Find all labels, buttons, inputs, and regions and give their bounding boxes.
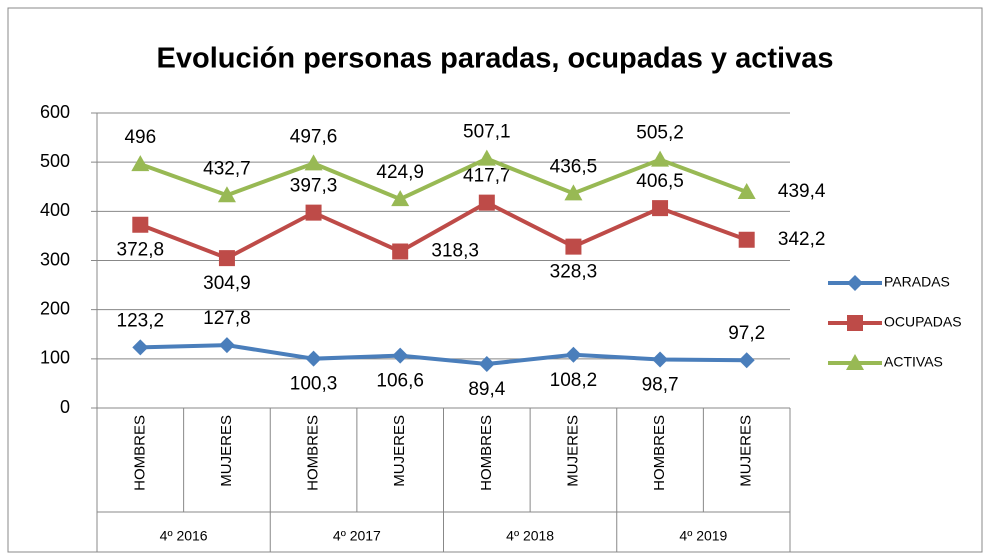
data-label: 304,9: [203, 273, 251, 294]
y-tick-label: 200: [40, 298, 70, 318]
marker: [847, 315, 863, 331]
marker: [737, 182, 756, 199]
marker: [217, 186, 236, 203]
data-label: 417,7: [463, 166, 511, 187]
marker: [847, 275, 863, 291]
group-label: 4º 2017: [333, 528, 381, 544]
data-label: 100,3: [290, 374, 338, 395]
y-tick-label: 600: [40, 102, 70, 122]
y-tick-label: 0: [60, 397, 70, 417]
chart-border: [7, 7, 983, 553]
data-label: 98,7: [642, 374, 679, 395]
data-label: 342,2: [778, 229, 826, 250]
data-label: 372,8: [117, 240, 165, 261]
x-tick-label: HOMBRES: [651, 415, 668, 491]
data-label: 406,5: [636, 171, 684, 192]
marker: [846, 354, 864, 370]
marker: [565, 238, 582, 255]
x-tick-label: HOMBRES: [131, 415, 148, 491]
x-tick-label: MUJERES: [218, 415, 235, 487]
data-label: 497,6: [290, 126, 338, 147]
marker: [565, 346, 582, 363]
x-tick-label: HOMBRES: [305, 415, 322, 491]
series-line: [139, 156, 748, 202]
x-tick-label: HOMBRES: [478, 415, 495, 491]
data-label: 505,2: [636, 123, 684, 144]
data-label: 397,3: [290, 176, 338, 197]
data-label: 318,3: [431, 241, 479, 262]
marker: [477, 149, 496, 166]
marker: [305, 350, 322, 367]
x-tick-label: MUJERES: [564, 415, 581, 487]
marker: [651, 150, 670, 167]
data-label: 439,4: [778, 181, 826, 202]
y-tick-label: 500: [40, 151, 70, 171]
data-label: 89,4: [468, 379, 505, 400]
marker: [391, 190, 410, 207]
marker: [478, 194, 495, 211]
y-tick-label: 100: [40, 348, 70, 368]
marker: [218, 337, 235, 354]
marker: [652, 200, 669, 217]
group-label: 4º 2019: [679, 528, 727, 544]
y-tick-label: 400: [40, 200, 70, 220]
legend-label: OCUPADAS: [884, 314, 962, 330]
data-label: 328,3: [550, 262, 598, 283]
marker: [738, 231, 755, 248]
data-label: 496: [124, 127, 156, 148]
data-label: 106,6: [376, 371, 424, 392]
data-label: 123,2: [117, 310, 165, 331]
marker: [131, 155, 150, 172]
marker: [478, 356, 495, 373]
legend-label: PARADAS: [884, 274, 950, 290]
data-label: 507,1: [463, 122, 511, 143]
marker: [305, 204, 322, 221]
marker: [132, 216, 149, 233]
series-line: [139, 200, 748, 261]
marker: [652, 351, 669, 368]
data-label: 424,9: [376, 162, 424, 183]
group-label: 4º 2018: [506, 528, 554, 544]
data-label: 432,7: [203, 158, 251, 179]
series-line: [140, 343, 747, 367]
marker: [132, 339, 149, 356]
data-label: 127,8: [203, 308, 251, 329]
x-tick-label: MUJERES: [391, 415, 408, 487]
data-label: 108,2: [550, 370, 598, 391]
marker: [564, 184, 583, 201]
data-label: 436,5: [550, 156, 598, 177]
legend-label: ACTIVAS: [884, 354, 943, 370]
x-tick-label: MUJERES: [738, 415, 755, 487]
marker: [738, 352, 755, 369]
marker: [392, 243, 409, 260]
group-label: 4º 2016: [160, 528, 208, 544]
y-tick-label: 300: [40, 249, 70, 269]
marker: [218, 250, 235, 267]
chart-title: Evolución personas paradas, ocupadas y a…: [157, 43, 834, 75]
data-label: 97,2: [728, 323, 765, 344]
marker: [304, 154, 323, 171]
marker: [392, 347, 409, 364]
